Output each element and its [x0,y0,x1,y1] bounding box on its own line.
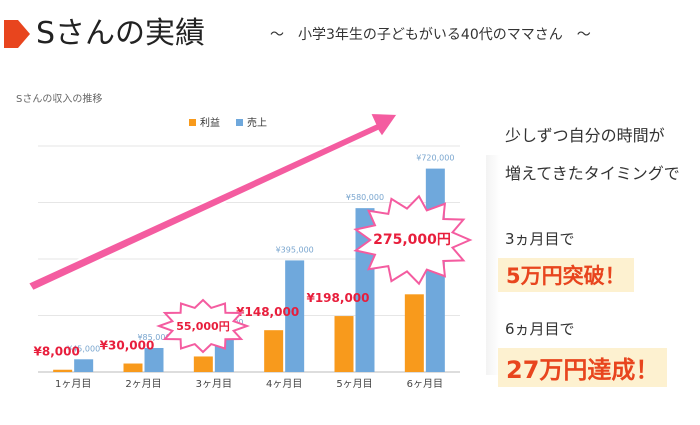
legend-swatch-profit [189,119,196,126]
data-label-profit: ¥8,000 [34,345,80,359]
data-label-profit: ¥148,000 [236,305,299,319]
data-label-sales: ¥580,000 [346,193,384,202]
data-label-profit: ¥30,000 [100,339,155,353]
x-tick-label: 4ヶ月目 [266,378,302,390]
bar-profit [123,363,143,372]
story-line-1: 少しずつ自分の時間が [505,126,665,145]
legend-profit: 利益 [200,116,220,129]
data-label-profit: ¥198,000 [306,291,369,305]
growth-arrow-icon [26,111,400,293]
bar-sales [285,260,305,372]
x-tick-label: 5ヶ月目 [336,378,372,390]
x-tick-label: 3ヶ月目 [196,378,232,390]
data-label-sales: ¥395,000 [276,245,314,254]
page-title: Sさんの実績 [36,16,206,51]
burst-shape-large [353,194,473,286]
bar-sales [74,359,94,372]
callout-divider [486,155,500,375]
income-chart: 利益 売上 1ヶ月目 ¥45,000¥8,000 2ヶ月目 ¥85,000¥30,00… [26,111,473,390]
page-subtitle: 〜 小学3年生の子どもがいる40代のママさん 〜 [270,27,591,43]
legend-sales: 売上 [247,116,267,129]
x-tick-label: 6ヶ月目 [407,378,443,390]
milestone-3-label: 3ヵ月目で [505,230,575,248]
data-label-sales: ¥45,000 [67,344,100,353]
milestone-6-label: 6ヵ月目で [505,320,575,338]
bar-sales [144,347,164,372]
milestone-3-value: 5万円突破！ [498,258,634,292]
bar-profit [334,316,354,372]
data-label-sales: ¥720,000 [416,154,454,163]
bar-profit [404,294,424,372]
header-marker-icon [4,20,30,48]
data-label-sales: ¥85,000 [137,333,170,342]
chart-title: Sさんの収入の推移 [16,94,103,105]
milestone-6-value: 27万円達成！ [498,348,668,387]
bar-profit [193,356,213,372]
burst-label-small: 55,000円 [176,320,229,333]
legend-swatch-sales [236,119,243,126]
bar-profit [53,369,73,372]
bar-profit [264,330,284,372]
burst-shape-small [156,298,250,354]
burst-label-large: 275,000円 [373,232,451,248]
x-tick-label: 1ヶ月目 [55,378,91,390]
story-line-2: 増えてきたタイミングで [505,164,680,183]
x-tick-label: 2ヶ月目 [125,378,161,390]
